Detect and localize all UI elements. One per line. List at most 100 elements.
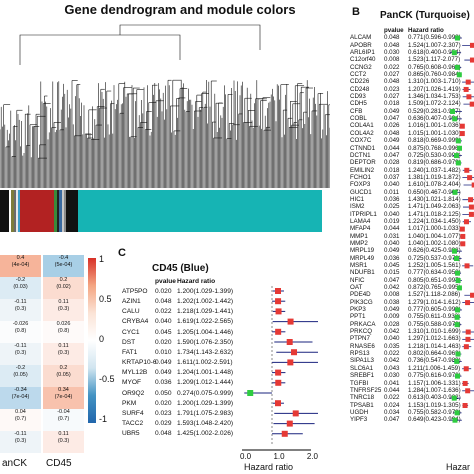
hr-point (454, 314, 460, 320)
table-row: PKP3 0.049 0.777(0.605-0.999) (350, 306, 468, 313)
heatmap-cell-pvalue: (5e-04) (54, 262, 73, 268)
hr-point (456, 72, 462, 78)
p-value: 0.018 (384, 100, 400, 108)
hazard-ratio: 0.274(0.075-0.999) (177, 389, 234, 397)
table-row: EMILIN2 0.018 1.240(1.037-1.482) (350, 167, 468, 174)
hr-point (451, 50, 457, 56)
heatmap-cell-value: -0.2 (15, 365, 26, 371)
hr-point (462, 380, 468, 386)
hazard-ratio: 1.218(1.029-1.441) (177, 308, 234, 316)
hr-point (281, 430, 288, 437)
gene-name: COL4A1 (350, 122, 374, 130)
table-row: COBL 0.047 0.636(0.407-0.994) (350, 115, 468, 122)
hazard-ratio: 1.279(1.014-1.612) (408, 298, 461, 306)
p-value: 0.030 (384, 372, 400, 380)
panel-a-dendrogram: Gene dendrogram and module colors (0, 0, 345, 235)
hr-point (454, 322, 460, 328)
hazard-ratio: 0.736(0.547-0.989) (408, 357, 461, 365)
module-color-segment (54, 190, 57, 232)
heatmap-cell-pvalue: (0.05) (13, 372, 28, 378)
hr-point (455, 270, 461, 276)
heatmap-cell: -0.34 (7e-04) (0, 387, 41, 409)
p-value: 0.045 (384, 262, 400, 269)
hr-point (455, 278, 461, 284)
hazard-ratio: 0.777(0.605-0.999) (408, 306, 461, 314)
p-value: 0.036 (384, 254, 400, 262)
p-value: 0.048 (155, 297, 172, 305)
gene-name: UBR5 (122, 430, 140, 438)
hr-point (452, 116, 458, 122)
module-color-segment (18, 190, 20, 232)
table-row: SIPA1L3 0.042 0.736(0.547-0.989) (350, 357, 468, 364)
gene-name: FOXP3 (350, 181, 371, 189)
hazard-ratio: 1.310(1.010-1.699) (408, 328, 461, 336)
heatmap-cell: -0.11 (0.3) (0, 431, 41, 453)
hazard-ratio: 0.618(0.400-0.954) (408, 49, 461, 57)
hr-point (457, 145, 462, 151)
p-value: 0.048 (384, 129, 400, 137)
gene-name: COL4A2 (350, 129, 374, 137)
hazard-ratio: 0.755(0.588-0.970) (408, 320, 461, 328)
table-row: C12orf40 0.008 1.523(1.117-2.077) (350, 56, 468, 63)
gene-name: CALU (122, 308, 140, 316)
p-value: 0.009 (384, 313, 400, 321)
hr-point (460, 233, 466, 239)
gene-name: TPSAB1 (350, 401, 374, 409)
hr-point (451, 395, 457, 401)
gene-name: LAMA4 (350, 217, 371, 225)
heatmap-cell: -0.026 (0.8) (0, 321, 41, 343)
table-row: DCTN1 0.047 0.725(0.530-0.996) (350, 152, 468, 159)
gene-name: CCT2 (350, 71, 367, 79)
tick-1: 1.0 (273, 452, 285, 461)
module-color-segment (9, 190, 11, 232)
table-row: TACC2 0.029 1.593(1.048-2.420) (122, 419, 237, 429)
p-value: 0.049 (384, 107, 400, 115)
hazard-ratio: 0.650(0.467-0.907) (408, 188, 461, 196)
hr-point (463, 366, 469, 372)
module-color-segment (132, 190, 142, 232)
heatmap-cell: 0.11 (0.3) (43, 299, 84, 321)
module-color-segment (62, 190, 64, 232)
p-value: 0.042 (384, 328, 400, 336)
module-color-segment (0, 190, 5, 232)
p-value: 0.041 (384, 379, 400, 387)
hazard-ratio: 1.200(1.029-1.399) (177, 399, 234, 407)
table-row: MSR1 0.045 1.252(1.005-1.561) (350, 262, 468, 269)
gene-name: CCNG2 (350, 63, 372, 71)
p-value: 0.023 (155, 410, 172, 418)
p-value: 0.026 (384, 122, 400, 130)
heatmap-cell-pvalue: (0.3) (14, 350, 27, 356)
p-value: 0.008 (384, 291, 400, 299)
gene-name: C12orf40 (350, 56, 376, 64)
gene-name: PTPN7 (350, 335, 370, 343)
heatmap-cell-value: 0.34 (58, 387, 69, 393)
hazard-ratio: 0.613(0.403-0.932) (408, 394, 461, 402)
module-color-segment (72, 190, 78, 232)
module-color-segment (112, 190, 122, 232)
p-value: 0.048 (384, 34, 400, 42)
p-value: 0.049 (384, 306, 400, 314)
heatmap-cell: 0.34 (7e-04) (43, 387, 84, 409)
hazard-ratio: 1.207(1.026-1.419) (408, 85, 461, 93)
hr-point (275, 379, 282, 386)
table-row: COL4A2 0.048 1.015(1.001-1.030) (350, 130, 468, 137)
hr-point (455, 351, 461, 357)
p-value: 0.044 (384, 386, 400, 394)
hr-point (463, 344, 469, 350)
gene-name: AZIN1 (122, 297, 141, 305)
gene-name: SURF4 (122, 410, 144, 418)
table-row: MRPL19 0.049 0.626(0.425-0.998) (350, 247, 468, 254)
gene-name: PDE4D (350, 291, 371, 299)
p-value: 0.031 (384, 232, 400, 240)
module-color-segment (20, 190, 34, 232)
heatmap-cell-value: -0.11 (14, 299, 27, 305)
gene-name: YIPF3 (350, 416, 368, 424)
gene-name: SREBF1 (350, 372, 375, 380)
panel-b-axis-label: Hazar (446, 462, 471, 472)
heatmap-cell-pvalue: (0.8) (14, 328, 27, 334)
p-value: 0.018 (384, 166, 400, 174)
table-row: CTNND1 0.044 0.875(0.768-0.996) (350, 145, 468, 152)
table-row: UGDH 0.034 0.755(0.582-0.979) (350, 409, 468, 416)
table-row: PRKCQ 0.042 1.310(1.010-1.699) (350, 328, 468, 335)
module-color-segment (14, 190, 16, 232)
